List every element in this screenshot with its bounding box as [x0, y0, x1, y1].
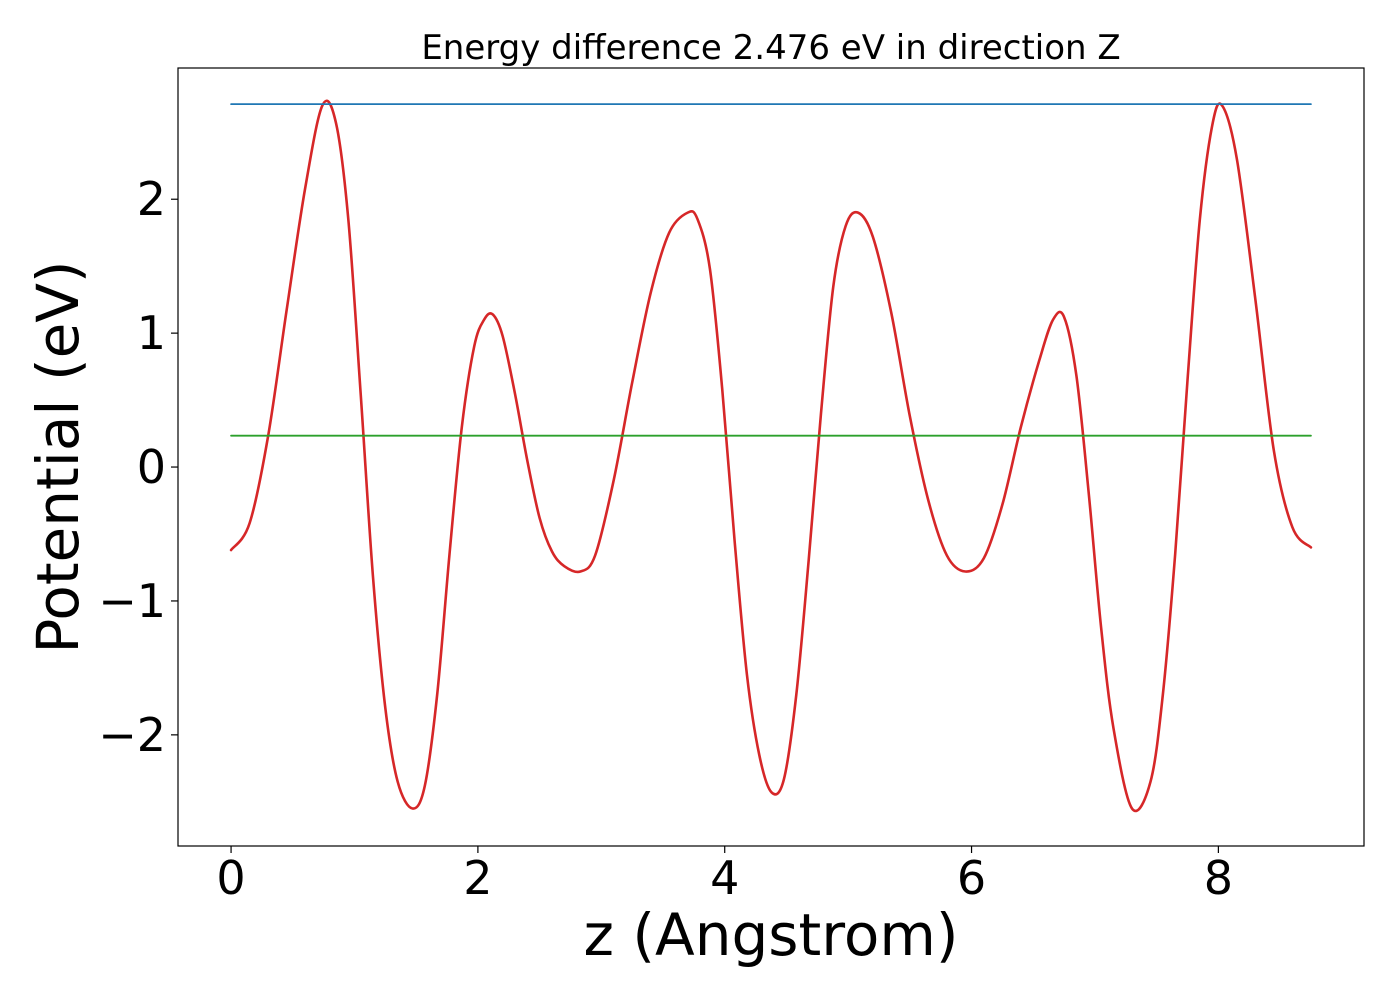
y-tick-label: 0 [137, 440, 166, 494]
x-tick-label: 2 [463, 851, 492, 905]
y-axis-label: Potential (eV) [24, 260, 92, 653]
chart-title: Energy difference 2.476 eV in direction … [421, 28, 1120, 68]
y-axis: −2 −1 0 1 2 [98, 172, 178, 762]
y-tick-label: −1 [98, 574, 166, 628]
y-tick-label: 1 [137, 306, 166, 360]
y-tick-label: −2 [98, 708, 166, 762]
x-axis-label: z (Angstrom) [584, 901, 959, 969]
plot-frame [177, 67, 1365, 847]
potential-curve [229, 99, 1313, 813]
y-tick-label: 2 [137, 172, 166, 226]
x-tick-label: 4 [710, 851, 739, 905]
x-tick-label: 6 [957, 851, 986, 905]
series-layer [229, 99, 1313, 813]
x-axis: 0 2 4 6 8 [216, 846, 1233, 905]
x-tick-label: 8 [1204, 851, 1233, 905]
x-tick-label: 0 [216, 851, 245, 905]
